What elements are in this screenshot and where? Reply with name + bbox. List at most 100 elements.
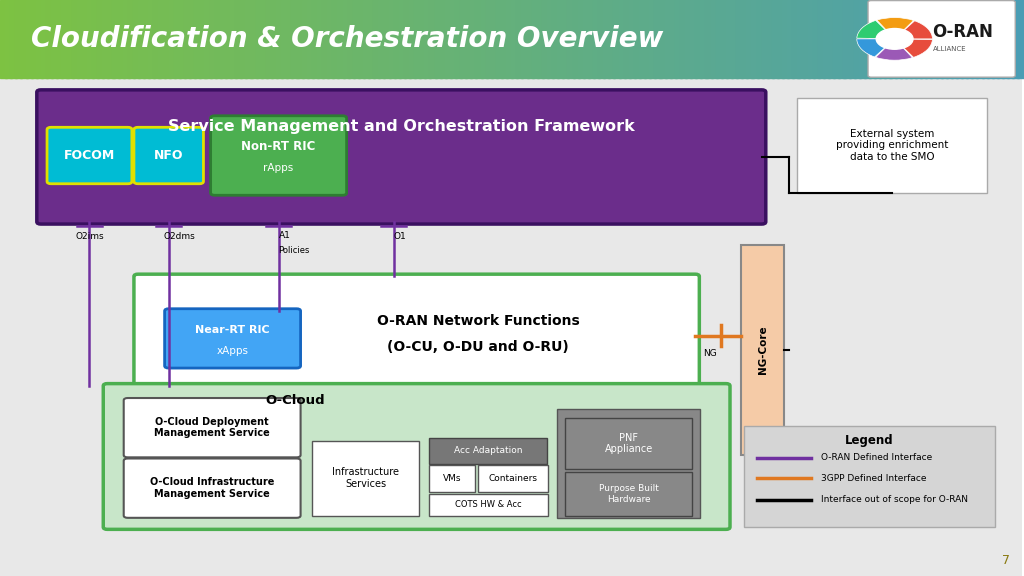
Bar (496, 0, 503, 78)
Bar (478, 465, 548, 492)
Bar (307, 0, 314, 78)
Bar (312, 441, 419, 516)
Bar (450, 0, 457, 78)
Bar (36, 0, 43, 78)
Bar (772, 0, 779, 78)
Bar (5, 0, 12, 78)
Bar (444, 0, 452, 78)
Bar (613, 0, 621, 78)
Text: rApps: rApps (263, 163, 294, 173)
Bar (895, 0, 902, 78)
Bar (26, 0, 33, 78)
Bar (690, 0, 697, 78)
Bar (46, 0, 53, 78)
FancyBboxPatch shape (134, 127, 204, 184)
FancyBboxPatch shape (868, 1, 1015, 77)
Text: VMs: VMs (443, 474, 462, 483)
Bar (752, 0, 759, 78)
Bar (302, 0, 309, 78)
Bar (15, 0, 23, 78)
Bar (87, 0, 94, 78)
Bar (287, 0, 294, 78)
Bar (982, 0, 989, 78)
Bar (195, 0, 202, 78)
Bar (251, 0, 258, 78)
Bar (552, 0, 559, 78)
Wedge shape (895, 21, 933, 39)
Bar (685, 0, 692, 78)
Bar (808, 0, 815, 78)
Bar (741, 245, 784, 455)
Bar (593, 0, 600, 78)
Bar (818, 0, 825, 78)
Bar (915, 0, 923, 78)
Bar (429, 465, 475, 492)
Text: PNF
Appliance: PNF Appliance (604, 433, 653, 454)
Bar (665, 0, 672, 78)
Wedge shape (876, 39, 912, 60)
Bar (987, 0, 993, 78)
Bar (951, 0, 958, 78)
Bar (936, 0, 943, 78)
Bar (271, 0, 279, 78)
Bar (874, 0, 882, 78)
Bar (337, 0, 344, 78)
Bar (746, 0, 754, 78)
Bar (700, 0, 708, 78)
Bar (588, 0, 595, 78)
Bar (169, 0, 176, 78)
Bar (485, 0, 493, 78)
Bar (618, 0, 626, 78)
Bar (323, 0, 330, 78)
Bar (189, 0, 197, 78)
Bar (828, 0, 836, 78)
Bar (744, 426, 994, 527)
Text: NG-Core: NG-Core (758, 325, 768, 374)
Bar (634, 0, 641, 78)
Bar (241, 0, 248, 78)
Bar (803, 0, 810, 78)
Bar (393, 0, 400, 78)
Bar (991, 0, 998, 78)
Text: xApps: xApps (217, 346, 249, 356)
Bar (455, 0, 462, 78)
Bar (118, 0, 125, 78)
Bar (854, 0, 861, 78)
Bar (777, 0, 784, 78)
Wedge shape (857, 20, 895, 39)
Bar (429, 0, 436, 78)
Bar (31, 0, 38, 78)
Bar (565, 472, 692, 516)
Bar (61, 0, 69, 78)
Bar (572, 0, 580, 78)
Bar (787, 0, 795, 78)
Text: Service Management and Orchestration Framework: Service Management and Orchestration Fra… (168, 119, 635, 134)
Wedge shape (877, 18, 913, 39)
Bar (475, 0, 482, 78)
Bar (859, 0, 866, 78)
Bar (547, 0, 554, 78)
FancyBboxPatch shape (124, 398, 301, 457)
Text: Containers: Containers (488, 474, 538, 483)
Bar (92, 0, 99, 78)
Bar (154, 0, 161, 78)
Bar (526, 0, 534, 78)
Bar (460, 0, 467, 78)
Text: Acc Adaptation: Acc Adaptation (454, 446, 522, 455)
Bar (256, 0, 263, 78)
Text: O2ims: O2ims (75, 232, 103, 241)
Text: O1: O1 (393, 232, 407, 241)
Bar (174, 0, 181, 78)
Bar (506, 0, 513, 78)
Bar (82, 0, 89, 78)
Wedge shape (895, 39, 933, 58)
Bar (521, 0, 528, 78)
Bar (716, 0, 723, 78)
Bar (424, 0, 431, 78)
Bar (767, 0, 774, 78)
Text: 3GPP Defined Interface: 3GPP Defined Interface (821, 473, 927, 483)
Text: Legend: Legend (845, 434, 894, 447)
Bar (164, 0, 171, 78)
Bar (967, 0, 974, 78)
Bar (414, 0, 421, 78)
